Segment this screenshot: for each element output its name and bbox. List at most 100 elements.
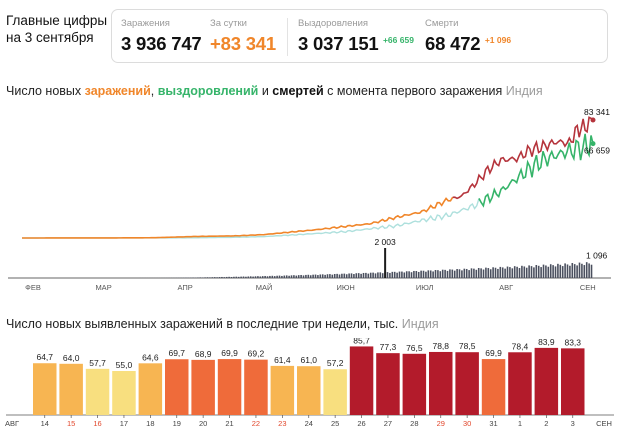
deaths-bar xyxy=(453,270,456,278)
bar-value-label: 78,8 xyxy=(432,341,449,351)
chart2-title-text: Число новых выявленных заражений в после… xyxy=(6,317,399,331)
deaths-bar xyxy=(367,273,370,278)
deaths-bar xyxy=(283,275,286,278)
chart2-title: Число новых выявленных заражений в после… xyxy=(6,317,439,331)
deaths-bar xyxy=(576,265,578,278)
bar xyxy=(561,348,585,415)
bar-value-label: 69,7 xyxy=(168,348,185,358)
deaths-bar xyxy=(345,274,348,278)
deaths-bar xyxy=(581,263,583,278)
deaths-bar xyxy=(273,276,276,278)
bar xyxy=(165,359,189,415)
deaths-bar xyxy=(422,270,425,278)
deaths-bar xyxy=(470,268,473,278)
deaths-bar xyxy=(233,276,235,278)
month-tick-label: ИЮЛ xyxy=(416,283,434,292)
deaths-bar xyxy=(369,272,372,278)
deaths-bar xyxy=(511,268,514,278)
deaths-bar xyxy=(451,269,454,278)
deaths-bar xyxy=(389,272,391,278)
deaths-bar xyxy=(501,267,504,278)
bar-value-label: 61,0 xyxy=(300,355,317,365)
deaths-bar xyxy=(228,276,230,278)
bar xyxy=(191,359,215,415)
bar-chart: 64,7 14 64,0 15 57,7 16 55,0 17 64,6 18 69,7 19 68,9… xyxy=(5,338,614,428)
stat-deaths-delta: +1 096 xyxy=(484,35,512,45)
deaths-bar xyxy=(542,264,545,278)
deaths-bar xyxy=(425,271,427,278)
deaths-bar xyxy=(261,276,264,278)
bar-value-label: 68,9 xyxy=(195,349,212,359)
bar-category-label: 18 xyxy=(146,419,154,428)
deaths-bar xyxy=(566,264,569,278)
chart1-title-infections: заражений xyxy=(84,84,151,98)
chart1-title-prefix: Число новых xyxy=(6,84,85,98)
deaths-bar xyxy=(475,269,478,278)
infections-line-late xyxy=(452,116,594,200)
deaths-bar xyxy=(321,274,324,278)
deaths-bar xyxy=(278,275,281,278)
bar-value-label: 61,4 xyxy=(274,355,291,365)
deaths-bar xyxy=(561,266,564,278)
deaths-spike-bar xyxy=(384,248,387,278)
deaths-bar xyxy=(585,262,588,278)
bar-category-label: 14 xyxy=(41,419,49,428)
month-tick-label: ФЕВ xyxy=(25,283,41,292)
stat-infected: Заражения 3 936 747 xyxy=(121,18,202,55)
bar-value-label: 69,9 xyxy=(485,348,502,358)
deaths-bar xyxy=(297,275,300,278)
bar-value-label: 64,6 xyxy=(142,352,159,362)
month-tick-label: СЕН xyxy=(580,283,596,292)
deaths-bar xyxy=(223,277,226,278)
deaths-bar xyxy=(468,270,470,278)
deaths-bar xyxy=(305,274,307,278)
bar xyxy=(402,353,427,415)
deaths-bar xyxy=(485,267,487,278)
month-tick-label: АПР xyxy=(177,283,192,292)
deaths-bar xyxy=(477,267,480,278)
deaths-bar xyxy=(516,266,518,278)
infections-line xyxy=(21,196,454,239)
deaths-bar xyxy=(209,277,211,278)
bar xyxy=(376,353,400,415)
deaths-bar xyxy=(432,271,434,278)
deaths-bar xyxy=(264,275,266,278)
bar-category-label: 19 xyxy=(173,419,181,428)
deaths-bar xyxy=(240,276,242,278)
stat-recovered-label: Выздоровления xyxy=(298,18,369,29)
stat-recovered-value: 3 037 151 xyxy=(298,33,379,54)
deaths-bar xyxy=(302,275,305,278)
deaths-bar xyxy=(353,274,355,278)
deaths-bar xyxy=(552,265,554,278)
deaths-bar xyxy=(309,275,312,278)
deaths-bar xyxy=(374,273,377,278)
bar-value-label: 57,2 xyxy=(327,358,344,368)
deaths-bar xyxy=(535,265,538,278)
deaths-bar xyxy=(237,276,240,278)
deaths-bar xyxy=(571,262,574,278)
deaths-bar xyxy=(230,276,233,278)
bar xyxy=(349,346,374,415)
deaths-bar xyxy=(329,274,331,278)
deaths-bar xyxy=(504,268,506,278)
deaths-bar xyxy=(489,269,492,278)
bar xyxy=(244,359,268,415)
bar-category-label: 24 xyxy=(305,419,313,428)
deaths-bar xyxy=(312,274,314,278)
chart1-title-suffix: с момента первого заражения xyxy=(323,84,503,98)
chart1-title-sep1: , xyxy=(150,84,158,98)
deaths-bar xyxy=(441,269,444,278)
deaths-bar xyxy=(473,268,475,278)
bar-value-label: 64,0 xyxy=(63,353,80,363)
deaths-bar xyxy=(482,269,485,278)
deaths-bar xyxy=(192,277,194,278)
deaths-bar xyxy=(225,276,228,278)
deaths-bar xyxy=(290,275,293,278)
deaths-bar xyxy=(403,272,406,278)
deaths-bar xyxy=(461,270,463,278)
deaths-bar xyxy=(379,272,382,278)
bar-category-label: 22 xyxy=(252,419,260,428)
deaths-bar xyxy=(533,267,535,278)
deaths-end-label: 1 096 xyxy=(586,251,608,261)
deaths-bar xyxy=(528,265,530,278)
